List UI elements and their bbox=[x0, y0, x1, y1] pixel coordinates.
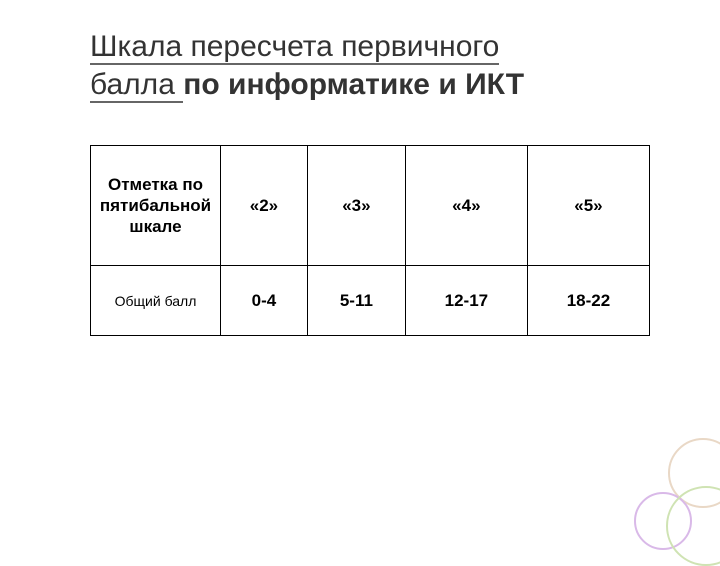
table-row: Общий балл 0-4 5-11 12-17 18-22 bbox=[91, 266, 650, 336]
score-range-3: 5-11 bbox=[307, 266, 405, 336]
deco-ring-icon bbox=[668, 438, 720, 508]
row-label-score: Общий балл bbox=[91, 266, 221, 336]
corner-decoration bbox=[610, 430, 720, 540]
deco-ring-icon bbox=[666, 486, 720, 566]
table-row: Отметка по пятибаль­ной шкале «2» «3» «4… bbox=[91, 146, 650, 266]
score-range-5: 18-22 bbox=[527, 266, 649, 336]
page-title: Шкала пересчета первичного балла по инфо… bbox=[90, 28, 650, 103]
score-range-4: 12-17 bbox=[405, 266, 527, 336]
grade-header-5: «5» bbox=[527, 146, 649, 266]
grade-table-container: Отметка по пятибаль­ной шкале «2» «3» «4… bbox=[90, 145, 650, 336]
title-line2-bold: по информатике и ИКТ bbox=[183, 68, 524, 101]
title-line1: Шкала пересчета первичного bbox=[90, 30, 499, 65]
grade-header-2: «2» bbox=[221, 146, 308, 266]
grade-table: Отметка по пятибаль­ной шкале «2» «3» «4… bbox=[90, 145, 650, 336]
title-line2-prefix: балла bbox=[90, 68, 183, 103]
grade-header-4: «4» bbox=[405, 146, 527, 266]
score-range-2: 0-4 bbox=[221, 266, 308, 336]
slide: Шкала пересчета первичного балла по инфо… bbox=[0, 0, 720, 336]
deco-ring-icon bbox=[634, 492, 692, 550]
grade-header-3: «3» bbox=[307, 146, 405, 266]
row-label-grade: Отметка по пятибаль­ной шкале bbox=[91, 146, 221, 266]
